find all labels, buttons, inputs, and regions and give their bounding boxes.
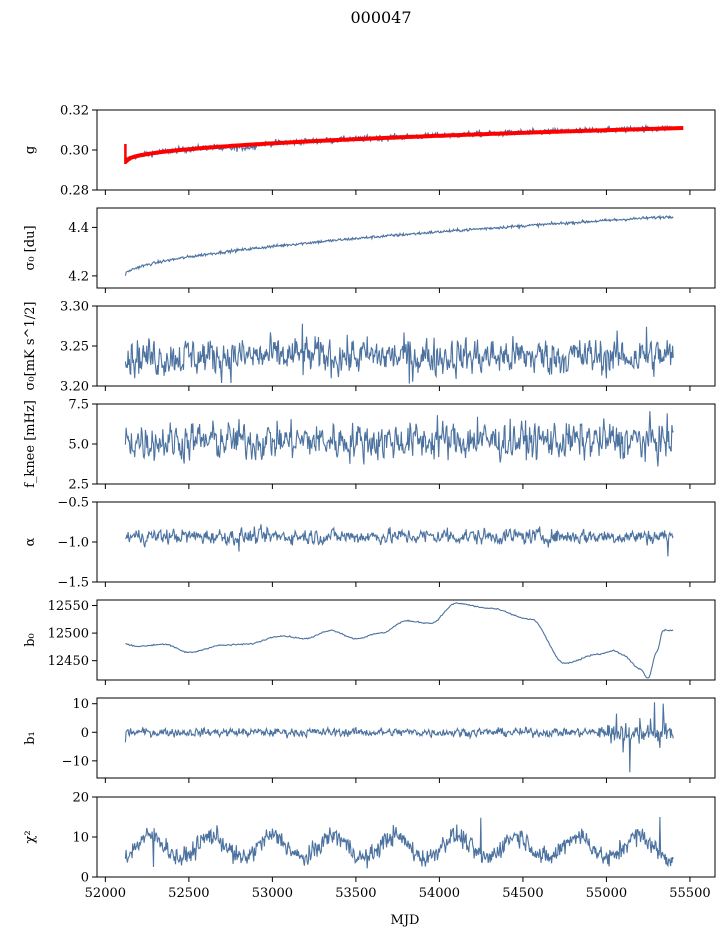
series-line-sigma0_du xyxy=(124,214,674,276)
y-tick-label-sigma0_du: 4.4 xyxy=(68,221,89,236)
x-tick-label: 52000 xyxy=(85,886,126,901)
y-tick-label-g: 0.28 xyxy=(60,184,89,199)
series-line-alpha xyxy=(125,524,674,557)
series-line-fknee xyxy=(124,411,674,467)
y-tick-label-sigma0_du: 4.2 xyxy=(68,269,89,284)
x-axis-label: MJD xyxy=(391,913,420,928)
y-tick-label-sigma0_mk: 3.30 xyxy=(60,300,89,315)
series-line-b0 xyxy=(125,602,674,679)
y-tick-label-chi2: 10 xyxy=(72,831,89,846)
y-tick-label-fknee: 2.5 xyxy=(68,478,89,493)
panel-chi2: 0 10 20 χ² xyxy=(23,791,716,886)
x-tick-label: 55000 xyxy=(586,886,627,901)
panel-sigma0_du: 4.2 4.4 σ₀ [du] xyxy=(23,207,716,293)
figure-title: 000047 xyxy=(350,8,411,27)
y-tick-label-chi2: 20 xyxy=(72,791,89,806)
y-axis-label-sigma0_mk: σ₀[mK s^1/2] xyxy=(23,302,38,391)
y-tick-label-fknee: 7.5 xyxy=(68,398,89,413)
x-tick-label: 54500 xyxy=(502,886,543,901)
axes-frame-chi2 xyxy=(96,796,716,878)
panel-alpha: −1.5 −1.0 −0.5 α xyxy=(23,496,716,591)
y-tick-label-b0: 12500 xyxy=(48,627,89,642)
y-axis-label-alpha: α xyxy=(23,537,38,546)
x-tick-label: 53500 xyxy=(335,886,376,901)
y-tick-label-fknee: 5.0 xyxy=(68,438,89,453)
x-tick-label: 55500 xyxy=(669,886,710,901)
x-tick-label: 53000 xyxy=(252,886,293,901)
y-axis-label-b1: b₁ xyxy=(23,731,38,745)
y-tick-label-chi2: 0 xyxy=(81,871,89,886)
panel-b1: −10 0 10 b₁ xyxy=(23,697,716,783)
y-tick-label-b1: 0 xyxy=(81,726,89,741)
y-tick-label-g: 0.30 xyxy=(60,144,89,159)
y-tick-label-sigma0_mk: 3.20 xyxy=(60,380,89,395)
y-tick-label-b1: −10 xyxy=(62,754,89,769)
panels: 0.28 0.30 0.32 g 4.2 4.4 σ₀ [du] 3.20 3.25 3.30 σ₀… xyxy=(23,104,716,901)
y-axis-label-g: g xyxy=(23,146,38,154)
series-line-b1 xyxy=(124,702,674,773)
y-axis-label-chi2: χ² xyxy=(23,830,38,843)
panel-g: 0.28 0.30 0.32 g xyxy=(23,104,716,199)
y-tick-label-b1: 10 xyxy=(72,697,89,712)
y-tick-label-alpha: −0.5 xyxy=(57,496,89,511)
y-tick-label-sigma0_mk: 3.25 xyxy=(60,340,89,355)
panel-b0: 12450 12500 12550 b₀ xyxy=(23,599,716,685)
series-line-chi2 xyxy=(124,816,674,869)
y-tick-label-alpha: −1.5 xyxy=(57,576,89,591)
panel-fknee: 2.5 5.0 7.5 f_knee [mHz] xyxy=(23,398,716,493)
y-tick-label-g: 0.32 xyxy=(60,104,89,119)
x-tick-label: 52500 xyxy=(168,886,209,901)
axes-frame-sigma0_du xyxy=(96,207,716,289)
y-tick-label-alpha: −1.0 xyxy=(57,536,89,551)
y-tick-label-b0: 12550 xyxy=(48,599,89,614)
series-line-sigma0_mk xyxy=(124,323,674,384)
panel-sigma0_mk: 3.20 3.25 3.30 σ₀[mK s^1/2] xyxy=(23,300,716,395)
axes-frame-b1 xyxy=(96,697,716,779)
y-axis-label-sigma0_du: σ₀ [du] xyxy=(23,225,38,270)
y-axis-label-fknee: f_knee [mHz] xyxy=(23,400,38,488)
y-tick-label-b0: 12450 xyxy=(48,654,89,669)
x-tick-label: 54000 xyxy=(419,886,460,901)
fit-line-g xyxy=(124,126,684,164)
axes-frame-b0 xyxy=(96,599,716,681)
y-axis-label-b0: b₀ xyxy=(23,633,38,647)
